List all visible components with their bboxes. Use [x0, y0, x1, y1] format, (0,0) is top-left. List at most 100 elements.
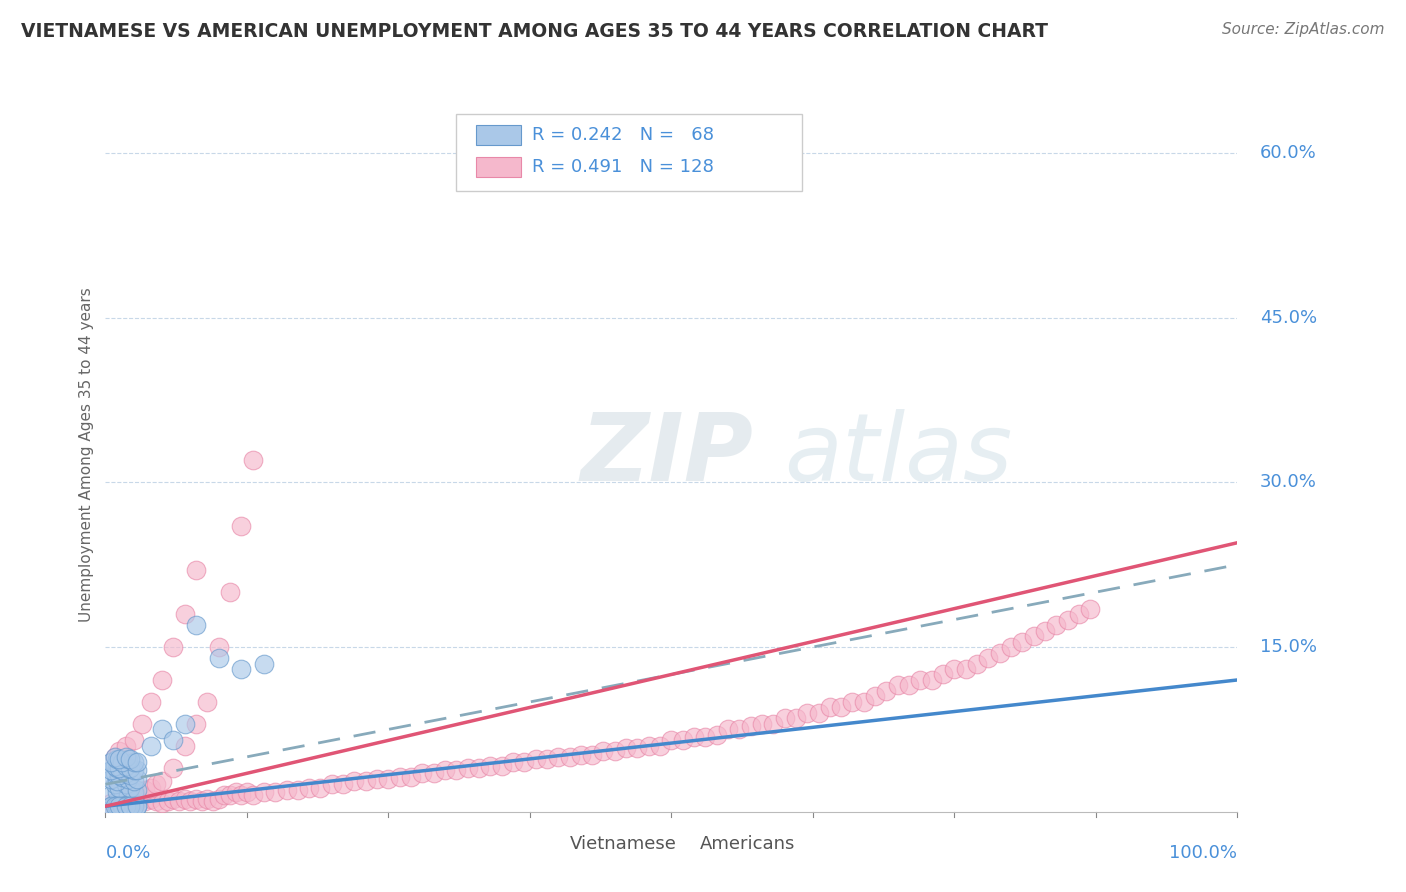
Point: [841, 695, 863, 709]
Point: [117, 772, 139, 786]
Point: [105, 796, 128, 810]
Point: [1056, 613, 1078, 627]
Point: [111, 791, 134, 805]
Point: [167, 794, 190, 808]
Point: [134, 794, 156, 808]
Point: [921, 673, 943, 687]
Point: [648, 739, 671, 753]
Point: [150, 723, 173, 737]
Point: [830, 700, 852, 714]
Point: [524, 752, 547, 766]
Point: [162, 640, 184, 654]
Point: [208, 651, 231, 665]
Point: [796, 706, 818, 720]
Text: 45.0%: 45.0%: [1260, 309, 1317, 326]
FancyBboxPatch shape: [536, 837, 561, 851]
Point: [661, 733, 683, 747]
Point: [127, 799, 149, 814]
Point: [100, 799, 122, 814]
Point: [672, 733, 695, 747]
FancyBboxPatch shape: [457, 114, 801, 191]
Point: [103, 799, 125, 814]
Point: [100, 789, 122, 803]
Text: Source: ZipAtlas.com: Source: ZipAtlas.com: [1222, 22, 1385, 37]
Point: [253, 785, 276, 799]
Point: [637, 739, 659, 753]
Point: [898, 678, 921, 692]
Point: [751, 717, 773, 731]
Point: [100, 796, 122, 810]
Point: [117, 794, 139, 808]
Point: [547, 749, 569, 764]
Point: [117, 791, 139, 805]
Point: [219, 585, 242, 599]
Point: [1033, 624, 1056, 638]
Text: 0.0%: 0.0%: [105, 844, 150, 862]
Point: [100, 799, 122, 814]
Point: [433, 763, 456, 777]
Point: [1022, 629, 1045, 643]
Point: [114, 766, 136, 780]
Point: [162, 791, 184, 805]
Point: [214, 789, 236, 803]
Point: [127, 772, 149, 786]
Point: [887, 678, 910, 692]
Point: [120, 780, 142, 795]
Point: [366, 772, 388, 786]
Text: atlas: atlas: [785, 409, 1012, 500]
Point: [195, 695, 218, 709]
Point: [208, 640, 231, 654]
Point: [105, 752, 128, 766]
FancyBboxPatch shape: [475, 157, 520, 178]
Point: [343, 774, 366, 789]
Point: [717, 723, 740, 737]
Point: [740, 719, 762, 733]
Point: [388, 770, 411, 784]
Point: [264, 785, 287, 799]
Point: [399, 770, 422, 784]
Point: [179, 794, 201, 808]
Text: 30.0%: 30.0%: [1260, 474, 1317, 491]
Point: [134, 782, 156, 797]
Point: [122, 799, 145, 814]
Point: [236, 785, 259, 799]
Point: [111, 794, 134, 808]
Text: Vietnamese: Vietnamese: [569, 835, 676, 853]
Point: [108, 752, 131, 766]
Point: [122, 789, 145, 803]
Point: [111, 770, 134, 784]
Point: [117, 789, 139, 803]
Point: [108, 791, 131, 805]
FancyBboxPatch shape: [475, 125, 520, 145]
Text: R = 0.491   N = 128: R = 0.491 N = 128: [531, 159, 714, 177]
Point: [156, 794, 179, 808]
Point: [184, 563, 207, 577]
Point: [139, 695, 162, 709]
Point: [287, 782, 309, 797]
Point: [105, 799, 128, 814]
Point: [122, 785, 145, 799]
Point: [114, 777, 136, 791]
Point: [100, 799, 122, 814]
Point: [728, 723, 751, 737]
Point: [276, 782, 298, 797]
Point: [184, 717, 207, 731]
Point: [122, 763, 145, 777]
Point: [491, 758, 513, 772]
Point: [773, 711, 796, 725]
Point: [332, 777, 354, 791]
Point: [120, 761, 142, 775]
Point: [122, 756, 145, 770]
Point: [910, 673, 932, 687]
Point: [105, 785, 128, 799]
Text: VIETNAMESE VS AMERICAN UNEMPLOYMENT AMONG AGES 35 TO 44 YEARS CORRELATION CHART: VIETNAMESE VS AMERICAN UNEMPLOYMENT AMON…: [21, 22, 1047, 41]
Point: [706, 728, 728, 742]
Point: [219, 789, 242, 803]
Point: [117, 799, 139, 814]
Point: [592, 744, 614, 758]
Point: [105, 794, 128, 808]
Point: [162, 733, 184, 747]
Text: 15.0%: 15.0%: [1260, 638, 1317, 656]
Point: [120, 752, 142, 766]
Point: [502, 756, 524, 770]
